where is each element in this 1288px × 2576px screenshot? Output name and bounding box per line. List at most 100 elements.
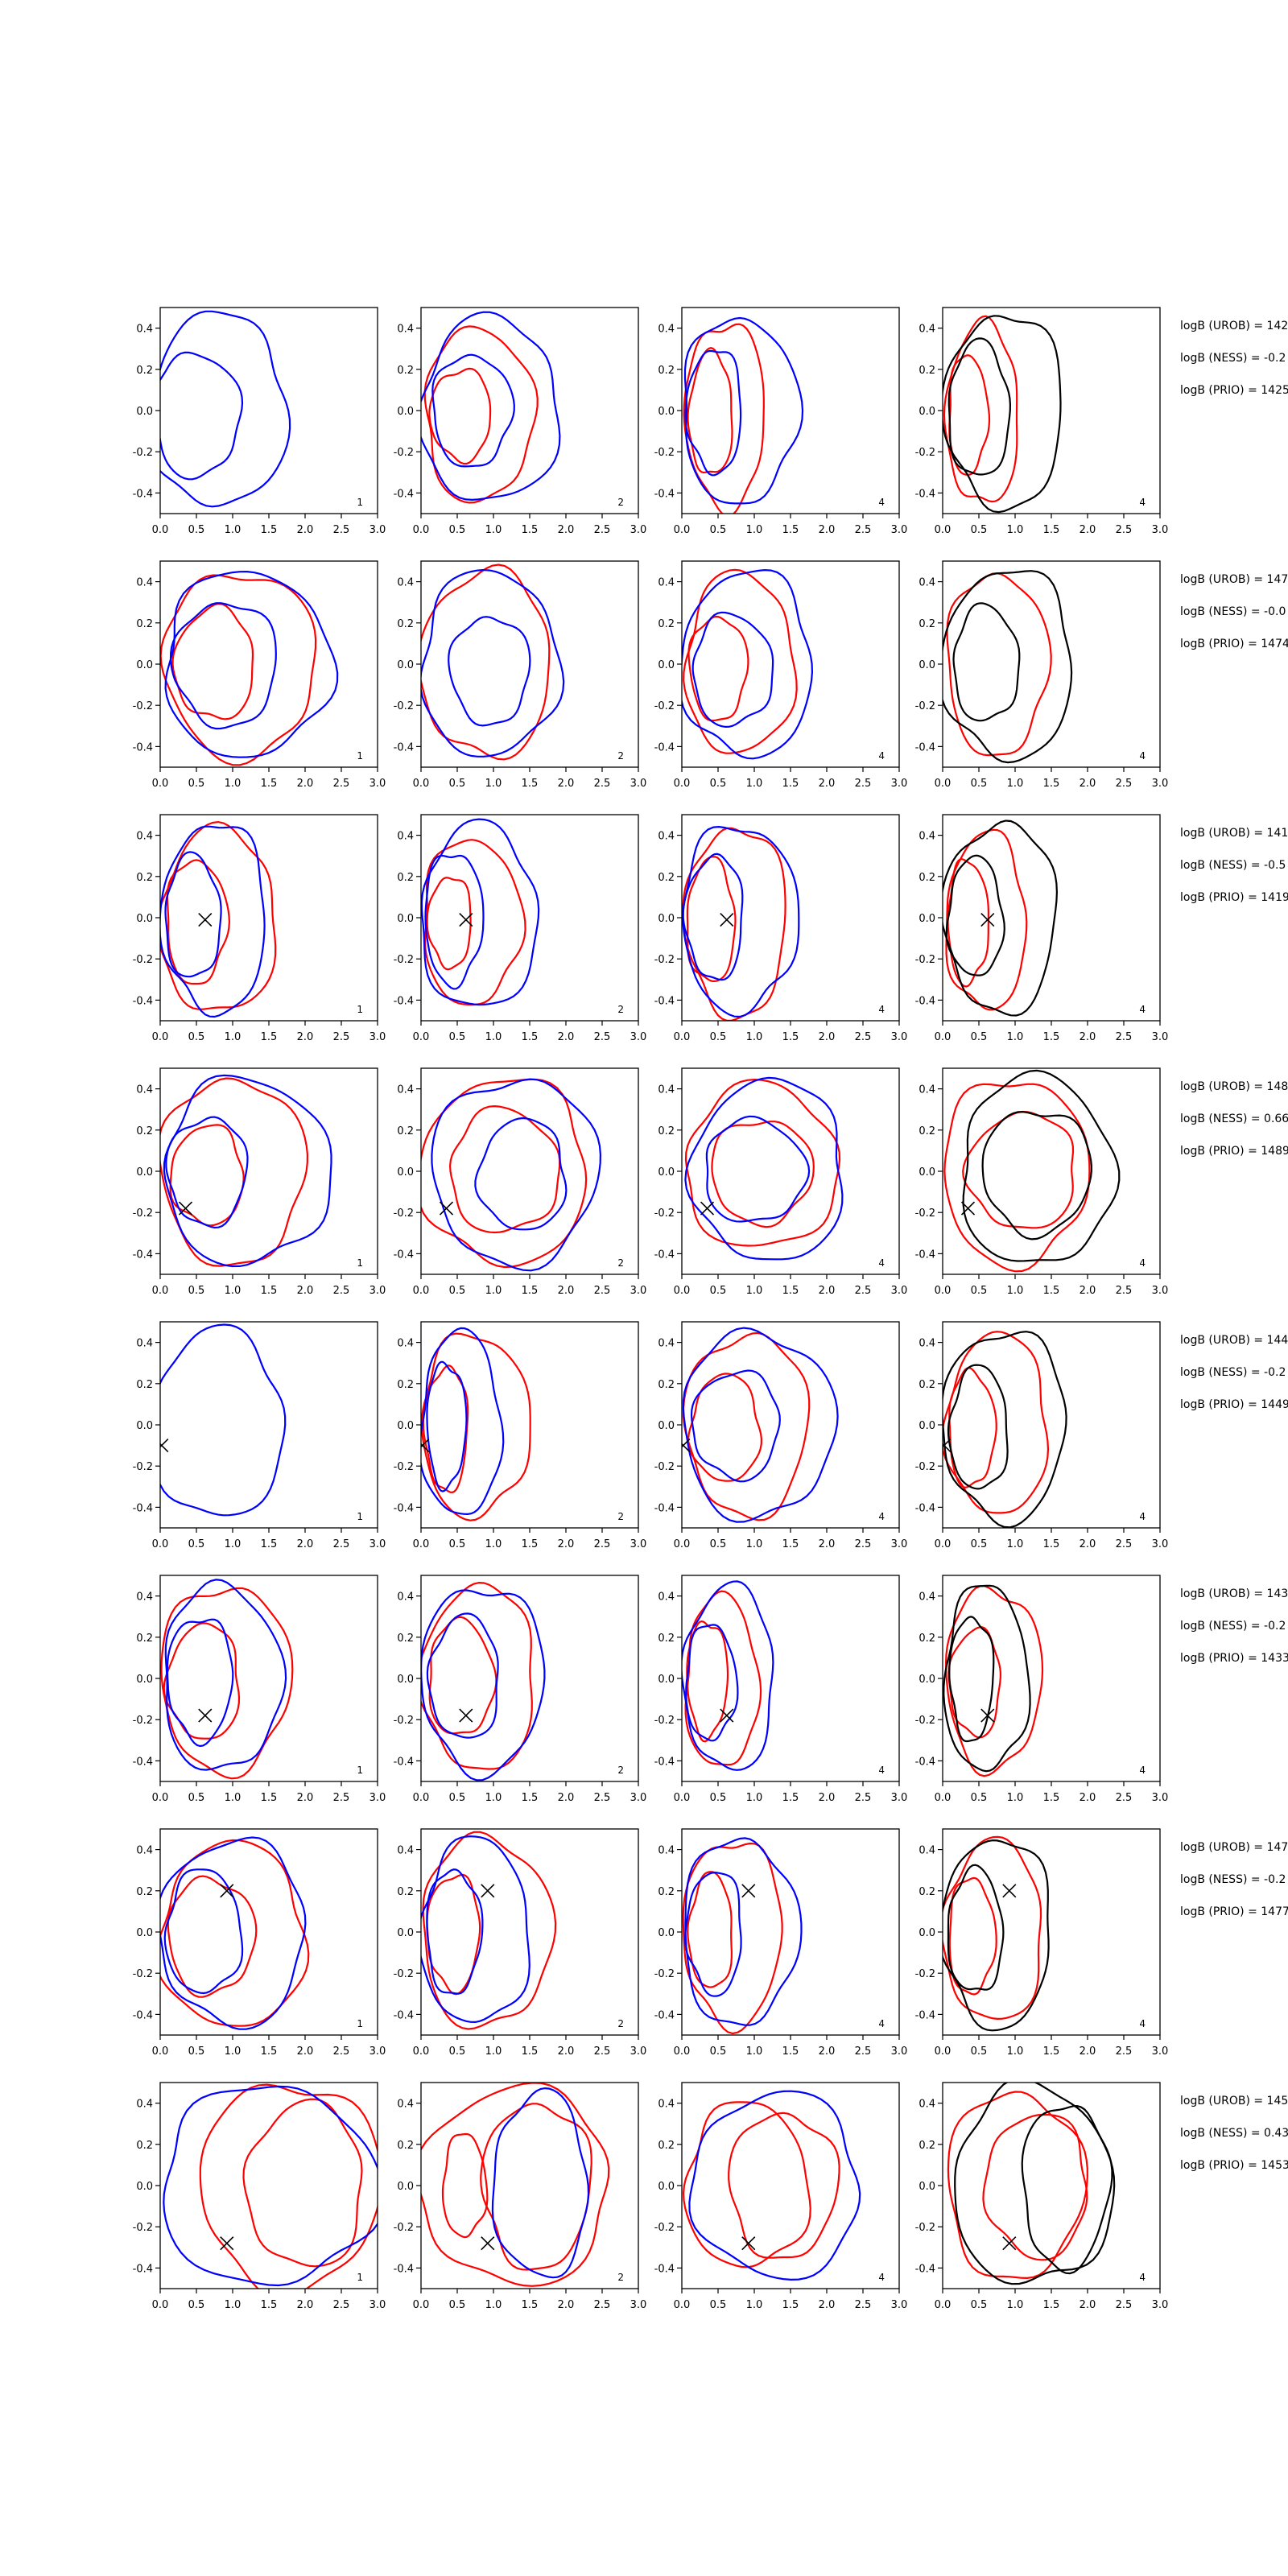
x-tick-label: 1.0 — [1007, 1031, 1024, 1043]
y-tick-label: -0.2 — [133, 700, 153, 712]
y-tick-label: 0.4 — [658, 577, 675, 589]
y-tick-label: 0.4 — [397, 2099, 414, 2111]
x-tick-label: 3.0 — [1152, 1285, 1169, 1297]
x-marker — [741, 2236, 756, 2251]
red-contour — [160, 1839, 310, 2027]
x-tick-label: 2.5 — [333, 1285, 350, 1297]
panel-index-label: 4 — [1139, 750, 1146, 762]
x-tick-label: 2.0 — [558, 1031, 575, 1043]
x-marker — [682, 1439, 691, 1453]
y-tick-label: 0.2 — [136, 618, 153, 630]
red-contour — [943, 1835, 1042, 2021]
y-tick-label: -0.2 — [654, 954, 675, 966]
y-tick-label: 0.2 — [397, 1379, 414, 1391]
x-tick-label: 2.0 — [1080, 778, 1096, 790]
y-tick-label: -0.4 — [654, 741, 675, 753]
x-tick-label: 0.5 — [449, 778, 466, 790]
y-tick-label: 0.2 — [919, 365, 935, 377]
logb-annotation: logB (NESS) = 0.66 — [1180, 1113, 1288, 1125]
x-tick-label: 0.0 — [935, 1285, 952, 1297]
x-tick-label: 2.0 — [819, 1031, 836, 1043]
x-tick-label: 0.0 — [935, 524, 952, 536]
y-tick-label: -0.2 — [915, 954, 935, 966]
y-tick-label: -0.2 — [654, 1968, 675, 1980]
red-contour — [682, 827, 786, 1021]
y-tick-label: 0.0 — [136, 1166, 153, 1179]
panel-r1-c4: 0.0 0.5 1.0 1.5 2.0 2.5 3.0 0.4 0.2 0.0 -0.2 -0.4 4 — [915, 307, 1168, 536]
red-contour — [422, 1831, 557, 2030]
y-tick-label: 0.0 — [136, 913, 153, 925]
y-tick-label: 0.0 — [397, 1166, 414, 1179]
y-tick-label: 0.2 — [397, 872, 414, 884]
y-tick-label: 0.0 — [136, 659, 153, 671]
y-tick-label: 0.0 — [397, 913, 414, 925]
panel-r7-c4: 0.0 0.5 1.0 1.5 2.0 2.5 3.0 0.4 0.2 0.0 -0.2 -0.4 4 — [915, 1828, 1168, 2058]
panel-r8-c3: 0.0 0.5 1.0 1.5 2.0 2.5 3.0 0.4 0.2 0.0 -0.2 -0.4 4 — [654, 2082, 907, 2311]
red-contour — [426, 877, 472, 971]
blue-contour — [421, 1835, 530, 2024]
x-tick-label: 1.5 — [782, 2046, 799, 2058]
x-tick-label: 0.0 — [152, 1538, 169, 1550]
y-tick-label: -0.2 — [915, 700, 935, 712]
blue-contour — [448, 616, 531, 727]
red-contour — [711, 1121, 815, 1228]
blue-contour — [682, 1327, 839, 1523]
x-tick-label: 2.0 — [297, 1031, 314, 1043]
panel-index-label: 4 — [878, 750, 885, 762]
blue-contour — [160, 1323, 287, 1517]
x-tick-label: 0.5 — [971, 1031, 988, 1043]
contour-group — [683, 316, 804, 514]
panel-index-label: 4 — [1139, 2018, 1146, 2029]
x-tick-label: 2.0 — [558, 1538, 575, 1550]
contour-group — [682, 1837, 803, 2035]
black-contour — [954, 2083, 1116, 2285]
blue-contour — [474, 1117, 568, 1231]
x-tick-label: 1.0 — [485, 2046, 502, 2058]
axes-frame — [681, 1067, 900, 1275]
x-tick-label: 3.0 — [369, 1792, 386, 1804]
x-tick-label: 1.0 — [485, 1285, 502, 1297]
contour-group — [943, 1584, 1044, 1777]
x-tick-label: 0.5 — [971, 2299, 988, 2311]
y-tick-label: 0.0 — [919, 1420, 935, 1432]
y-tick-label: 0.2 — [919, 1633, 935, 1645]
x-tick-label: 2.0 — [558, 1285, 575, 1297]
x-tick-label: 3.0 — [891, 1538, 908, 1550]
blue-contour — [421, 568, 565, 758]
y-tick-label: -0.2 — [915, 1715, 935, 1727]
x-marker — [741, 1884, 756, 1898]
x-tick-label: 2.0 — [1080, 1285, 1096, 1297]
blue-contour — [163, 1074, 332, 1268]
y-tick-label: 0.0 — [919, 913, 935, 925]
x-marker — [220, 1884, 234, 1898]
x-tick-label: 0.0 — [413, 778, 430, 790]
red-contour — [946, 572, 1052, 757]
x-tick-label: 2.5 — [594, 778, 611, 790]
contour-group — [421, 1078, 602, 1272]
black-contour — [952, 602, 1021, 722]
logb-annotation: logB (UROB) = 147 — [1180, 1841, 1288, 1854]
y-tick-label: -0.4 — [915, 1756, 935, 1768]
x-tick-label: 0.0 — [935, 2046, 952, 2058]
x-tick-label: 0.0 — [674, 2046, 691, 2058]
x-tick-label: 0.0 — [413, 2299, 430, 2311]
contour-group — [682, 568, 814, 760]
red-contour — [428, 367, 492, 465]
y-tick-label: 0.0 — [919, 1166, 935, 1179]
x-tick-label: 0.0 — [152, 778, 169, 790]
panel-index-label: 4 — [878, 497, 885, 508]
red-contour — [687, 615, 749, 722]
red-contour — [423, 839, 526, 1006]
contour-group — [421, 2083, 610, 2287]
x-tick-label: 2.5 — [1116, 2299, 1133, 2311]
x-tick-label: 0.0 — [152, 2046, 169, 2058]
logb-annotation: logB (PRIO) = 1453 — [1180, 2159, 1288, 2172]
y-tick-label: 0.4 — [397, 577, 414, 589]
y-tick-label: 0.4 — [136, 2099, 153, 2111]
y-tick-label: -0.2 — [654, 1208, 675, 1220]
blue-contour — [690, 1369, 781, 1483]
x-tick-label: 0.0 — [674, 1031, 691, 1043]
y-tick-label: 0.4 — [136, 1591, 153, 1604]
x-tick-label: 0.5 — [710, 524, 727, 536]
x-tick-label: 0.5 — [188, 524, 205, 536]
